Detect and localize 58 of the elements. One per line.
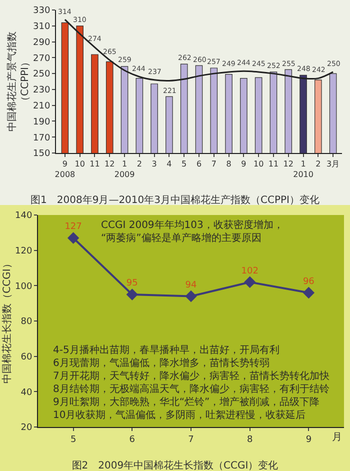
y-tick-label: 190 <box>33 117 50 128</box>
x-tick-label: 8 <box>246 434 253 445</box>
y-tick-label: 60 <box>20 352 32 362</box>
x-tick-label: 7 <box>211 160 216 169</box>
x-tick-label: 6 <box>196 160 202 169</box>
x-tick-label: 3月 <box>326 160 340 169</box>
y-tick-label: 290 <box>33 38 50 48</box>
x-tick-label: 4 <box>166 160 172 169</box>
point <box>302 286 315 299</box>
x-tick-label: 7 <box>188 434 194 445</box>
x-tick-label: 11 <box>90 160 100 169</box>
x-tick-label: 12 <box>283 160 294 169</box>
y-tick-label: 330 <box>33 6 50 16</box>
x-tick-label: 9 <box>241 160 246 169</box>
x-axis-title: 月 <box>332 432 342 443</box>
y-tick-label: 120 <box>15 246 32 256</box>
y-tick-label: 150 <box>33 149 50 160</box>
point <box>67 232 80 244</box>
data-label: 95 <box>126 278 138 289</box>
y-tick-label: 20 <box>20 423 32 434</box>
y-tick-label: 310 <box>33 22 50 32</box>
x-tick-label: 12 <box>104 160 115 169</box>
annotation: 4-5月播种出苗期，春旱播种早，出苗好，开局有利 6月现蕾期，气温偏低，降水增多，苗情长势转弱 7月开花期，天气转好，降水偏少，病害轻，苗情长势转化加快 8月结铃期，无极端高温天气，降水偏少，病害轻，有利于结铃 9月吐絮期，大部晚熟，华北“烂铃”，增产被削减，品级下降 10月收获期，气温偏低，多阴雨，吐絮进程慢，收获延后 <box>53 344 330 421</box>
annotation: CCGI 2009年年均103，收获密度增加， “两萎病”偏轻是单产略增的主要原因 <box>101 219 284 244</box>
point <box>185 290 197 302</box>
y-tick-label: 230 <box>33 86 50 96</box>
data-label: 96 <box>302 276 315 287</box>
y-tick-label: 100 <box>15 282 32 292</box>
data-label: 94 <box>185 280 197 290</box>
x-tick-label: 8 <box>226 160 232 169</box>
y-tick-label: 210 <box>33 101 50 112</box>
x-tick-label: 2 <box>316 160 321 169</box>
y-tick-label: 40 <box>20 388 32 398</box>
x-tick-label: 1 2010 <box>293 160 314 179</box>
data-label: 127 <box>64 222 82 232</box>
x-tick-label: 6 <box>129 434 136 445</box>
y-tick-label: 250 <box>33 70 50 80</box>
y-axis-title: 中国棉花生长指数（CCGI） <box>1 258 14 384</box>
x-tick-label: 3 <box>152 160 157 169</box>
x-tick-label: 5 <box>182 160 187 169</box>
x-tick-label: 9 2008 <box>54 160 76 179</box>
x-tick-label: 11 <box>268 160 279 169</box>
x-tick-label: 1 2009 <box>114 160 135 179</box>
data-label: 102 <box>241 266 258 276</box>
y-tick-label: 270 <box>33 54 50 64</box>
y-tick-label: 80 <box>20 317 32 328</box>
x-tick-label: 5 <box>70 434 76 445</box>
x-tick-label: 10 <box>74 160 85 169</box>
y-axis-title: 中国棉花生产景气指数（CCPPI） <box>6 32 32 132</box>
text: 图1 2008年9月—2010年3月中国棉花生产指数（CCPPI）变化 <box>30 194 320 206</box>
x-tick-label: 10 <box>253 160 264 169</box>
point <box>244 276 256 288</box>
x-tick-label: 9 <box>306 434 312 445</box>
y-tick-label: 170 <box>33 133 50 144</box>
point <box>126 288 138 300</box>
y-tick-label: 140 <box>15 211 32 222</box>
x-tick-label: 2 <box>136 160 142 169</box>
text: 图2 2009年中国棉花生长指数（CCGI）变化 <box>72 459 278 471</box>
